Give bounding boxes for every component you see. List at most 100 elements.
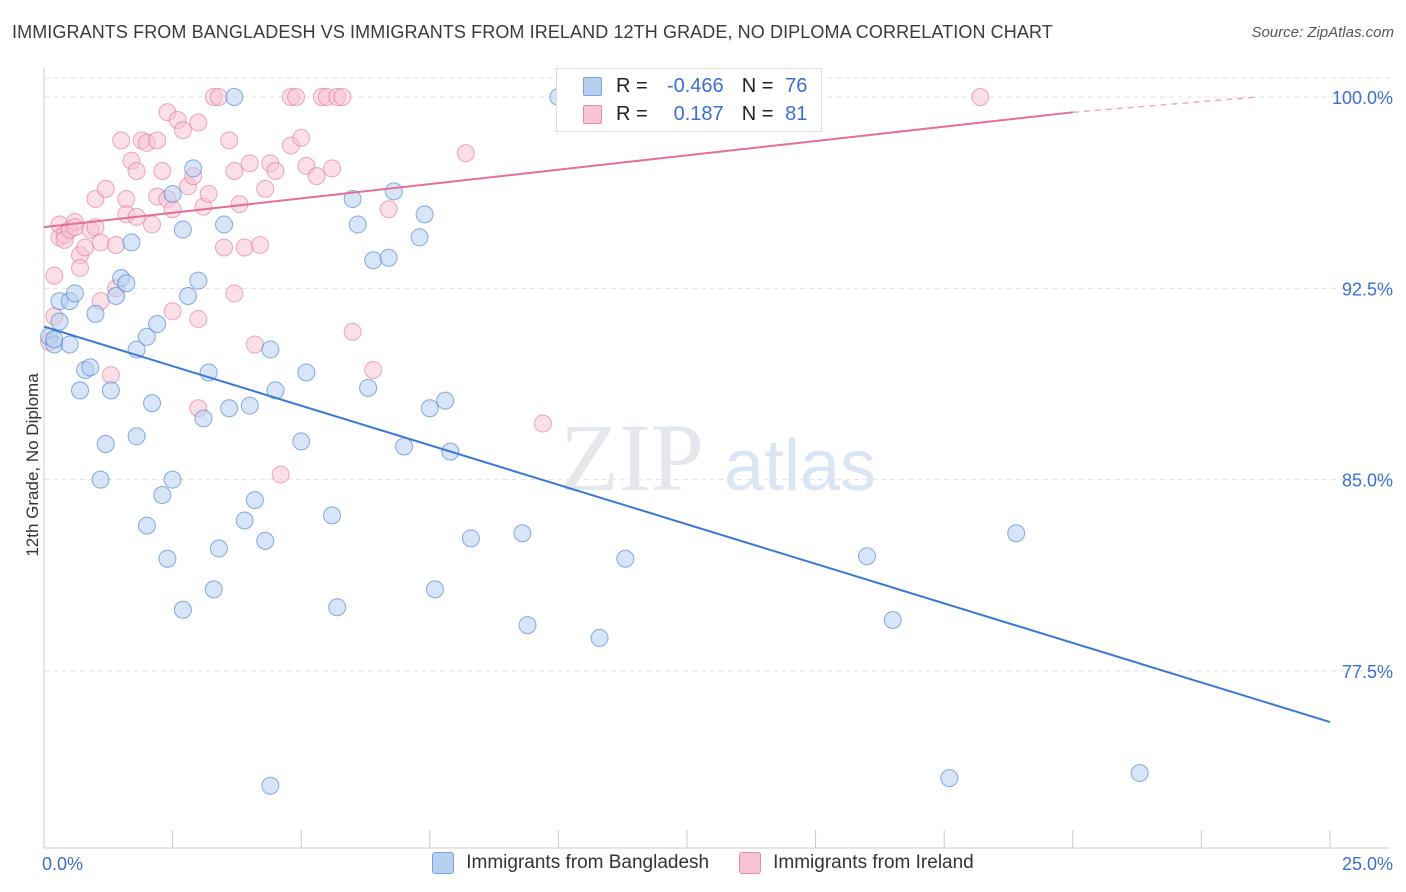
series-bangladesh [40,88,1149,795]
y-tick-label: 92.5% [1342,279,1393,299]
point-ireland [107,235,126,254]
point-bangladesh [348,215,367,234]
point-ireland [215,238,234,257]
point-ireland [101,366,120,385]
point-ireland [292,128,311,147]
point-ireland [189,113,208,132]
point-bangladesh [148,315,167,334]
point-ireland [266,161,285,180]
legend-label-bangladesh: Immigrants from Bangladesh [466,852,710,873]
point-bangladesh [194,409,213,428]
point-bangladesh [292,432,311,451]
point-bangladesh [107,286,126,305]
point-bangladesh [153,485,172,504]
point-bangladesh [71,381,90,400]
point-bangladesh [266,381,285,400]
point-ireland [209,88,228,106]
point-bangladesh [86,304,105,323]
point-bangladesh [384,182,403,201]
point-ireland [323,159,342,178]
legend-r-label: R = [616,102,648,125]
point-bangladesh [328,598,347,617]
legend-swatch-bangladesh [583,76,602,96]
point-bangladesh [858,547,877,566]
legend-n-value: 76 [785,74,808,97]
point-bangladesh [256,531,275,550]
point-ireland [112,131,131,150]
point-ireland [189,309,208,328]
watermark-zip: ZIP [560,404,704,511]
point-ireland [225,161,244,180]
point-bangladesh [215,215,234,234]
series-ireland [40,88,990,484]
point-bangladesh [245,491,264,510]
legend-n-label: N = [741,102,774,125]
point-ireland [143,215,162,234]
point-bangladesh [189,271,208,290]
point-ireland [271,465,290,484]
point-bangladesh [436,391,455,410]
point-bangladesh [323,506,342,525]
point-ireland [379,200,398,219]
point-ireland [163,200,182,219]
legend-label-ireland: Immigrants from Ireland [773,852,974,873]
x-tick-label: 0.0% [42,854,83,874]
point-bangladesh [590,628,609,647]
point-bangladesh [940,769,959,788]
point-bangladesh [173,220,192,239]
legend-item-bangladesh[interactable]: Immigrants from Bangladesh [432,852,709,874]
point-bangladesh [240,396,259,415]
legend-row-ireland: R = 0.187 N = 81 [583,101,807,127]
point-bangladesh [45,330,64,349]
point-bangladesh [461,529,480,548]
point-bangladesh [415,205,434,224]
legend-r-label: R = [616,74,648,97]
legend-n-label: N = [741,74,774,97]
point-ireland [245,335,264,354]
point-ireland [971,88,990,106]
point-bangladesh [50,312,69,331]
point-ireland [163,302,182,321]
point-bangladesh [1130,764,1149,783]
legend-n-value: 81 [785,102,808,125]
point-bangladesh [96,434,115,453]
point-bangladesh [65,284,84,303]
legend-item-ireland[interactable]: Immigrants from Ireland [739,852,974,874]
point-ireland [225,284,244,303]
point-ireland [240,154,259,173]
point-bangladesh [81,358,100,377]
tick-labels: 100.0% 92.5% 85.0% 77.5% 0.0% 25.0% [42,88,1393,874]
y-tick-label: 77.5% [1342,662,1393,682]
point-ireland [533,414,552,433]
point-bangladesh [261,340,280,359]
point-bangladesh [225,88,244,106]
point-bangladesh [60,335,79,354]
point-bangladesh [395,437,414,456]
point-ireland [456,144,475,163]
axes [43,68,1390,849]
point-bangladesh [235,511,254,530]
point-bangladesh [513,524,532,543]
point-ireland [127,161,146,180]
point-ireland [199,184,218,203]
point-ireland [307,167,326,186]
y-tick-label: 85.0% [1342,471,1393,491]
legend-swatch-bangladesh [432,852,455,874]
trend-line-ireland-extension [1072,96,1259,114]
legend-swatch-ireland [739,852,762,874]
point-bangladesh [425,580,444,599]
point-bangladesh [297,363,316,382]
point-bangladesh [518,616,537,635]
point-ireland [333,88,352,106]
point-bangladesh [420,399,439,418]
point-bangladesh [204,580,223,599]
point-bangladesh [410,228,429,247]
legend-r-value: 0.187 [673,102,724,125]
point-ireland [251,235,270,254]
point-bangladesh [163,470,182,489]
point-ireland [71,258,90,277]
point-ireland [256,179,275,198]
point-bangladesh [209,539,228,558]
point-ireland [91,233,110,252]
point-ireland [364,360,383,379]
